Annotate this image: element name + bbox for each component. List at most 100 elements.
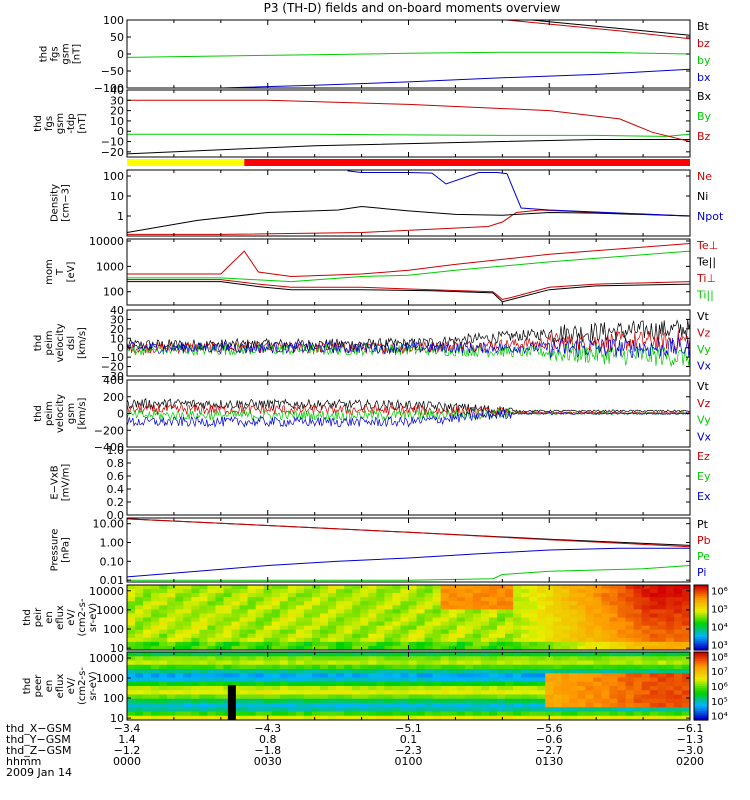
peer-en-eflux-colorbar-cell-18: [694, 692, 708, 696]
series-peim-velocity-gsm-2: [127, 407, 690, 421]
peer-en-eflux-colorbar-cell-28: [694, 715, 708, 719]
peer-en-eflux-colorbar-cell-21: [694, 699, 708, 703]
peer-en-eflux-colorbar-cell-23: [694, 704, 708, 707]
fgs-gsm-tdp-ytick-label-3: 10: [110, 115, 124, 128]
peim-velocity-dsl-legend-3: Vx: [697, 360, 712, 373]
peer-en-eflux-ylabel-line-5: (cm2-s-: [77, 667, 88, 705]
peir-en-eflux-colorbar-cell-24: [694, 637, 708, 640]
peir-en-eflux-ylabel-line-6: sr-eV): [88, 603, 99, 632]
peim-velocity-gsm-ytick-label-3: −200: [94, 424, 124, 437]
fgs-gsm-legend-0: Bt: [697, 20, 710, 33]
peer-en-eflux-colorbar-cell-25: [694, 708, 708, 712]
pressure-legend-1: Pb: [697, 534, 711, 547]
peer-en-eflux-ylabel: thdpeerenefluxeV/(cm2-s-sr-eV): [22, 667, 99, 705]
peir-en-eflux-ylabel-line-2: en: [44, 611, 55, 624]
mom-temp-ylabel-line-1: T: [55, 268, 66, 276]
e-vxb-ytick-label-3: 0.4: [107, 483, 125, 496]
mom-temp-ylabel-line-0: mom: [44, 259, 55, 285]
density-ytick-label-2: 1: [117, 210, 124, 223]
peer-en-eflux-colorbar-cell-13: [694, 681, 708, 685]
peim-velocity-gsm-legend-0: Vt: [697, 380, 710, 393]
peer-en-eflux-colorbar-cell-5: [694, 663, 708, 667]
peir-en-eflux-colorbar-cell-12: [694, 611, 708, 614]
peim-velocity-gsm-ylabel-line-3: gsm: [66, 403, 77, 424]
peim-velocity-gsm-ytick-label-1: 200: [103, 391, 124, 404]
peer-en-eflux-colorbar-cell-29: [694, 717, 708, 721]
peir-en-eflux-colorbar-cell-16: [694, 619, 708, 623]
peir-en-eflux-colorbar-cell-21: [694, 630, 708, 634]
mom-temp-frame: [126, 238, 691, 306]
series-peim-velocity-gsm-0: [127, 397, 690, 416]
peer-en-eflux-colorbar-cell-11: [694, 676, 708, 680]
xaxis-row-label-1: thd_Y−GSM: [6, 733, 71, 746]
peer-en-eflux-ytick-label-0: 10000: [89, 652, 124, 665]
series-density-1: [127, 205, 690, 233]
peer-en-eflux-colorbar-label-1: 10⁷: [711, 667, 728, 678]
fgs-gsm-ytick-label-2: 0: [117, 48, 124, 61]
xaxis-row-label-0: thd_X−GSM: [6, 722, 72, 735]
fgs-gsm-tdp-ylabel-line-3: -tdp: [66, 113, 77, 133]
peim-velocity-dsl-ytick-label-7: −30: [101, 370, 124, 383]
peim-velocity-gsm-legend-3: Vx: [697, 430, 712, 443]
peir-en-eflux-colorbar-cell-29: [694, 647, 708, 651]
peir-en-eflux-colorbar-cell-23: [694, 634, 708, 638]
peim-velocity-gsm-legend-1: Vz: [697, 397, 711, 410]
pressure-ylabel-line-1: [nPa]: [61, 537, 72, 563]
xaxis-row-2-value-0: −1.2: [114, 744, 141, 757]
peir-en-eflux-colorbar-cell-14: [694, 615, 708, 619]
fgs-gsm-tdp-ytick-label-2: 20: [110, 105, 124, 118]
xaxis-row-0-value-4: −6.1: [677, 722, 704, 735]
mom-temp-legend-1: Te||: [696, 256, 716, 269]
peir-en-eflux-colorbar-cell-17: [694, 621, 708, 625]
xaxis-row-label-3: hhmm: [6, 755, 41, 768]
pressure-ytick-label-0: 10.00: [93, 518, 125, 531]
fgs-gsm-tdp-ytick-label-6: −20: [101, 146, 124, 159]
peir-en-eflux-colorbar-cell-5: [694, 595, 708, 599]
fgs-gsm-legend-2: by: [697, 54, 711, 67]
pressure-ylabel: Pressure[nPa]: [50, 529, 72, 572]
peir-en-eflux-colorbar-cell-26: [694, 641, 708, 645]
peim-velocity-dsl-ytick-label-3: 10: [110, 332, 124, 345]
peer-en-eflux-ylabel-line-1: peer: [33, 674, 44, 698]
peir-en-eflux-ylabel-line-4: eV/: [66, 609, 77, 626]
peim-velocity-dsl-ytick-label-0: 40: [110, 304, 124, 317]
mom-temp-legend-2: Ti⊥: [696, 272, 716, 285]
e-vxb-frame: [126, 449, 691, 516]
peer-en-eflux-colorbar-label-3: 10⁵: [711, 697, 728, 708]
peir-en-eflux-colorbar-label-3: 10³: [711, 641, 728, 652]
panel-density: 100 10 1 Density[cm−3] Ne Ni Npot: [50, 169, 724, 237]
mom-temp-ylabel-line-2: [eV]: [66, 262, 77, 283]
peir-en-eflux-colorbar-cell-18: [694, 624, 708, 627]
fgs-gsm-tdp-ytick-label-4: 0: [117, 125, 124, 138]
pressure-ytick-label-1: 1.00: [100, 537, 125, 550]
peim-velocity-dsl-ylabel: thdpeimvelocitydsl[km/s]: [33, 323, 88, 362]
series-peim-velocity-dsl-3: [127, 336, 690, 359]
xaxis-row-2-value-1: −1.8: [254, 744, 281, 757]
peer-en-eflux-colorbar-cell-17: [694, 690, 708, 694]
e-vxb-legend-0: Ez: [697, 450, 710, 463]
e-vxb-ytick-label-1: 0.8: [107, 457, 125, 470]
peer-en-eflux-colorbar-cell-0: [694, 652, 708, 655]
pressure-legend-3: Pi: [697, 566, 706, 579]
peir-en-eflux-colorbar-frame: [693, 584, 709, 651]
peir-en-eflux-colorbar-cell-22: [694, 632, 708, 636]
peer-en-eflux-colorbar-label-2: 10⁶: [711, 682, 728, 693]
e-vxb-ylabel: E−VxB[mV/m]: [50, 464, 72, 502]
peim-velocity-dsl-ytick-label-2: 20: [110, 323, 124, 336]
pressure-ytick-label-2: 0.10: [100, 555, 125, 568]
peer-en-eflux-colorbar-cell-10: [694, 674, 708, 678]
xaxis-row-0-value-3: −5.6: [536, 722, 563, 735]
peim-velocity-dsl-legend-1: Vz: [697, 327, 711, 340]
panel-peir-en-eflux: 10000 1000 100 10 thdpeirenefluxeV/(cm2-s-sr…: [22, 584, 728, 655]
series-mom-temp-1: [127, 281, 690, 303]
fgs-gsm-ylabel: thdfgsgsm[nT]: [39, 43, 83, 64]
peer-en-eflux-colorbar-cell-20: [694, 697, 708, 701]
peer-en-eflux-colorbar-cell-1: [694, 654, 708, 658]
pressure-ytick-label-3: 0.01: [100, 574, 125, 587]
peim-velocity-dsl-legend-0: Vt: [697, 310, 710, 323]
mom-temp-legend-3: Ti||: [696, 289, 714, 302]
xaxis-row-2-value-3: −2.7: [536, 744, 563, 757]
mom-temp-ylabel: momT[eV]: [44, 259, 77, 285]
